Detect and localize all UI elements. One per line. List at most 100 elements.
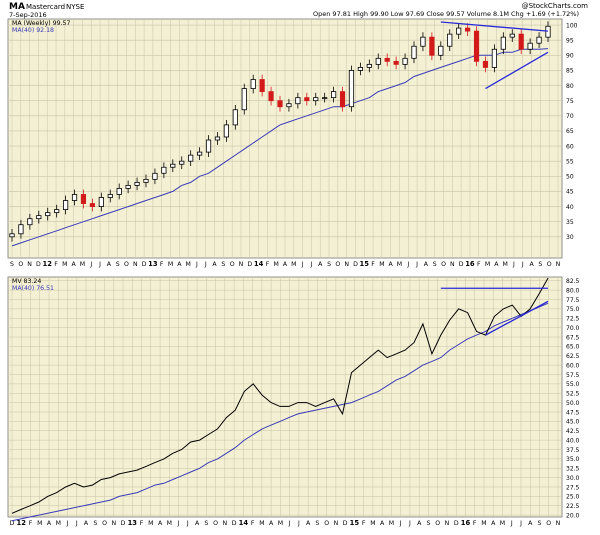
y-tick-label: 32.5 xyxy=(566,466,580,473)
x-tick-label: J xyxy=(98,261,101,268)
x-tick-label: M xyxy=(370,520,375,527)
x-tick-label: 15 xyxy=(360,260,370,268)
x-tick-label: N xyxy=(27,261,32,268)
x-tick-label: S xyxy=(10,261,14,268)
x-tick-label: D xyxy=(343,520,348,527)
y-tick-label: 60.0 xyxy=(566,362,580,369)
price-bar-body xyxy=(143,178,149,183)
x-tick-label: A xyxy=(306,520,311,527)
x-tick-label: O xyxy=(230,261,235,268)
x-tick-label: A xyxy=(494,261,499,268)
x-tick-label: J xyxy=(399,520,402,527)
y-tick-label: 22.5 xyxy=(566,503,580,510)
x-tick-label: M xyxy=(185,261,190,268)
y-tick-label: 55 xyxy=(566,158,574,165)
mv-line xyxy=(11,277,549,514)
price-bar-body xyxy=(205,139,212,153)
x-tick-label: J xyxy=(521,261,524,268)
y-tick-label: 40.0 xyxy=(566,437,580,444)
y-tick-label: 95 xyxy=(566,37,574,44)
x-tick-label: D xyxy=(353,261,358,268)
x-tick-label: A xyxy=(107,261,112,268)
x-tick-label: D xyxy=(10,520,15,527)
price-bar-body xyxy=(268,91,274,102)
ma40-line xyxy=(11,302,549,522)
x-tick-label: J xyxy=(406,261,409,268)
x-tick-label: J xyxy=(510,520,513,527)
x-tick-label: N xyxy=(239,261,244,268)
x-tick-label: A xyxy=(528,520,533,527)
x-tick-label: F xyxy=(473,520,477,527)
date-text: 7-Sep-2016 xyxy=(9,11,47,19)
y-tick-label: 45.0 xyxy=(566,419,580,426)
y-tick-label: 100 xyxy=(566,22,578,29)
x-tick-label: O xyxy=(324,520,329,527)
x-tick-label: A xyxy=(389,261,394,268)
price-bar-body xyxy=(116,188,122,195)
y-tick-label: 35 xyxy=(566,219,574,226)
x-tick-label: M xyxy=(37,520,42,527)
x-tick-label: J xyxy=(75,520,78,527)
price-bar-body xyxy=(429,36,435,56)
price-bar-body xyxy=(286,103,292,108)
price-bar-body xyxy=(277,100,283,108)
x-tick-label: S xyxy=(116,261,120,268)
x-tick-label: J xyxy=(408,520,411,527)
x-tick-label: 14 xyxy=(254,260,264,268)
y-tick-label: 35.0 xyxy=(566,456,580,463)
x-tick-label: A xyxy=(158,520,163,527)
price-bar-body xyxy=(348,70,355,108)
x-tick-label: 14 xyxy=(239,519,249,527)
y-tick-label: 65 xyxy=(566,128,574,135)
price-bar-body xyxy=(63,200,69,210)
x-tick-label: A xyxy=(84,520,89,527)
x-tick-label: M xyxy=(291,261,296,268)
price-bar-body xyxy=(500,36,506,50)
y-tick-label: 20.0 xyxy=(566,512,580,519)
x-tick-label: A xyxy=(417,520,422,527)
price-bar-body xyxy=(232,109,238,126)
x-tick-label: 13 xyxy=(148,260,158,268)
x-tick-label: J xyxy=(177,520,180,527)
price-bar-body xyxy=(366,63,372,68)
price-bar-body xyxy=(54,209,60,214)
legend-entry: MA(40) 92.18 xyxy=(12,27,54,34)
y-tick-label: 77.5 xyxy=(566,297,580,304)
price-bar-body xyxy=(71,194,78,201)
price-bar-body xyxy=(170,163,176,168)
x-tick-label: M xyxy=(278,520,283,527)
y-tick-label: 70.0 xyxy=(566,325,580,332)
x-tick-label: N xyxy=(556,520,561,527)
x-tick-label: D xyxy=(36,261,41,268)
x-tick-label: F xyxy=(160,261,164,268)
y-tick-label: 50.0 xyxy=(566,400,580,407)
price-bar-body xyxy=(196,151,203,156)
x-tick-label: J xyxy=(310,261,313,268)
y-tick-label: 47.5 xyxy=(566,409,580,416)
x-tick-label: J xyxy=(195,261,198,268)
price-bar-body xyxy=(223,124,229,138)
y-tick-label: 55.0 xyxy=(566,381,580,388)
price-bar-body xyxy=(214,136,221,141)
x-tick-label: D xyxy=(142,261,147,268)
price-bar-body xyxy=(45,212,51,217)
price-bar-body xyxy=(80,194,87,204)
y-tick-label: 75.0 xyxy=(566,306,580,313)
quote-text: Open 97.81 High 99.90 Low 97.69 Close 99… xyxy=(313,10,579,18)
price-bar-body xyxy=(420,36,426,47)
y-tick-label: 50 xyxy=(566,174,574,181)
company-name: Mastercard xyxy=(26,3,65,11)
x-tick-label: N xyxy=(133,261,138,268)
y-tick-label: 90 xyxy=(566,53,574,60)
price-bar-body xyxy=(9,233,15,238)
y-tick-label: 60 xyxy=(566,143,574,150)
x-tick-label: J xyxy=(89,261,92,268)
x-tick-label: M xyxy=(148,520,153,527)
legend-entry: MV 83.24 xyxy=(12,278,41,285)
price-bar-body xyxy=(125,184,131,189)
x-tick-label: M xyxy=(56,520,61,527)
y-tick-label: 65.0 xyxy=(566,344,580,351)
x-tick-label: S xyxy=(221,261,225,268)
x-tick-label: F xyxy=(266,261,270,268)
x-tick-label: J xyxy=(415,261,418,268)
